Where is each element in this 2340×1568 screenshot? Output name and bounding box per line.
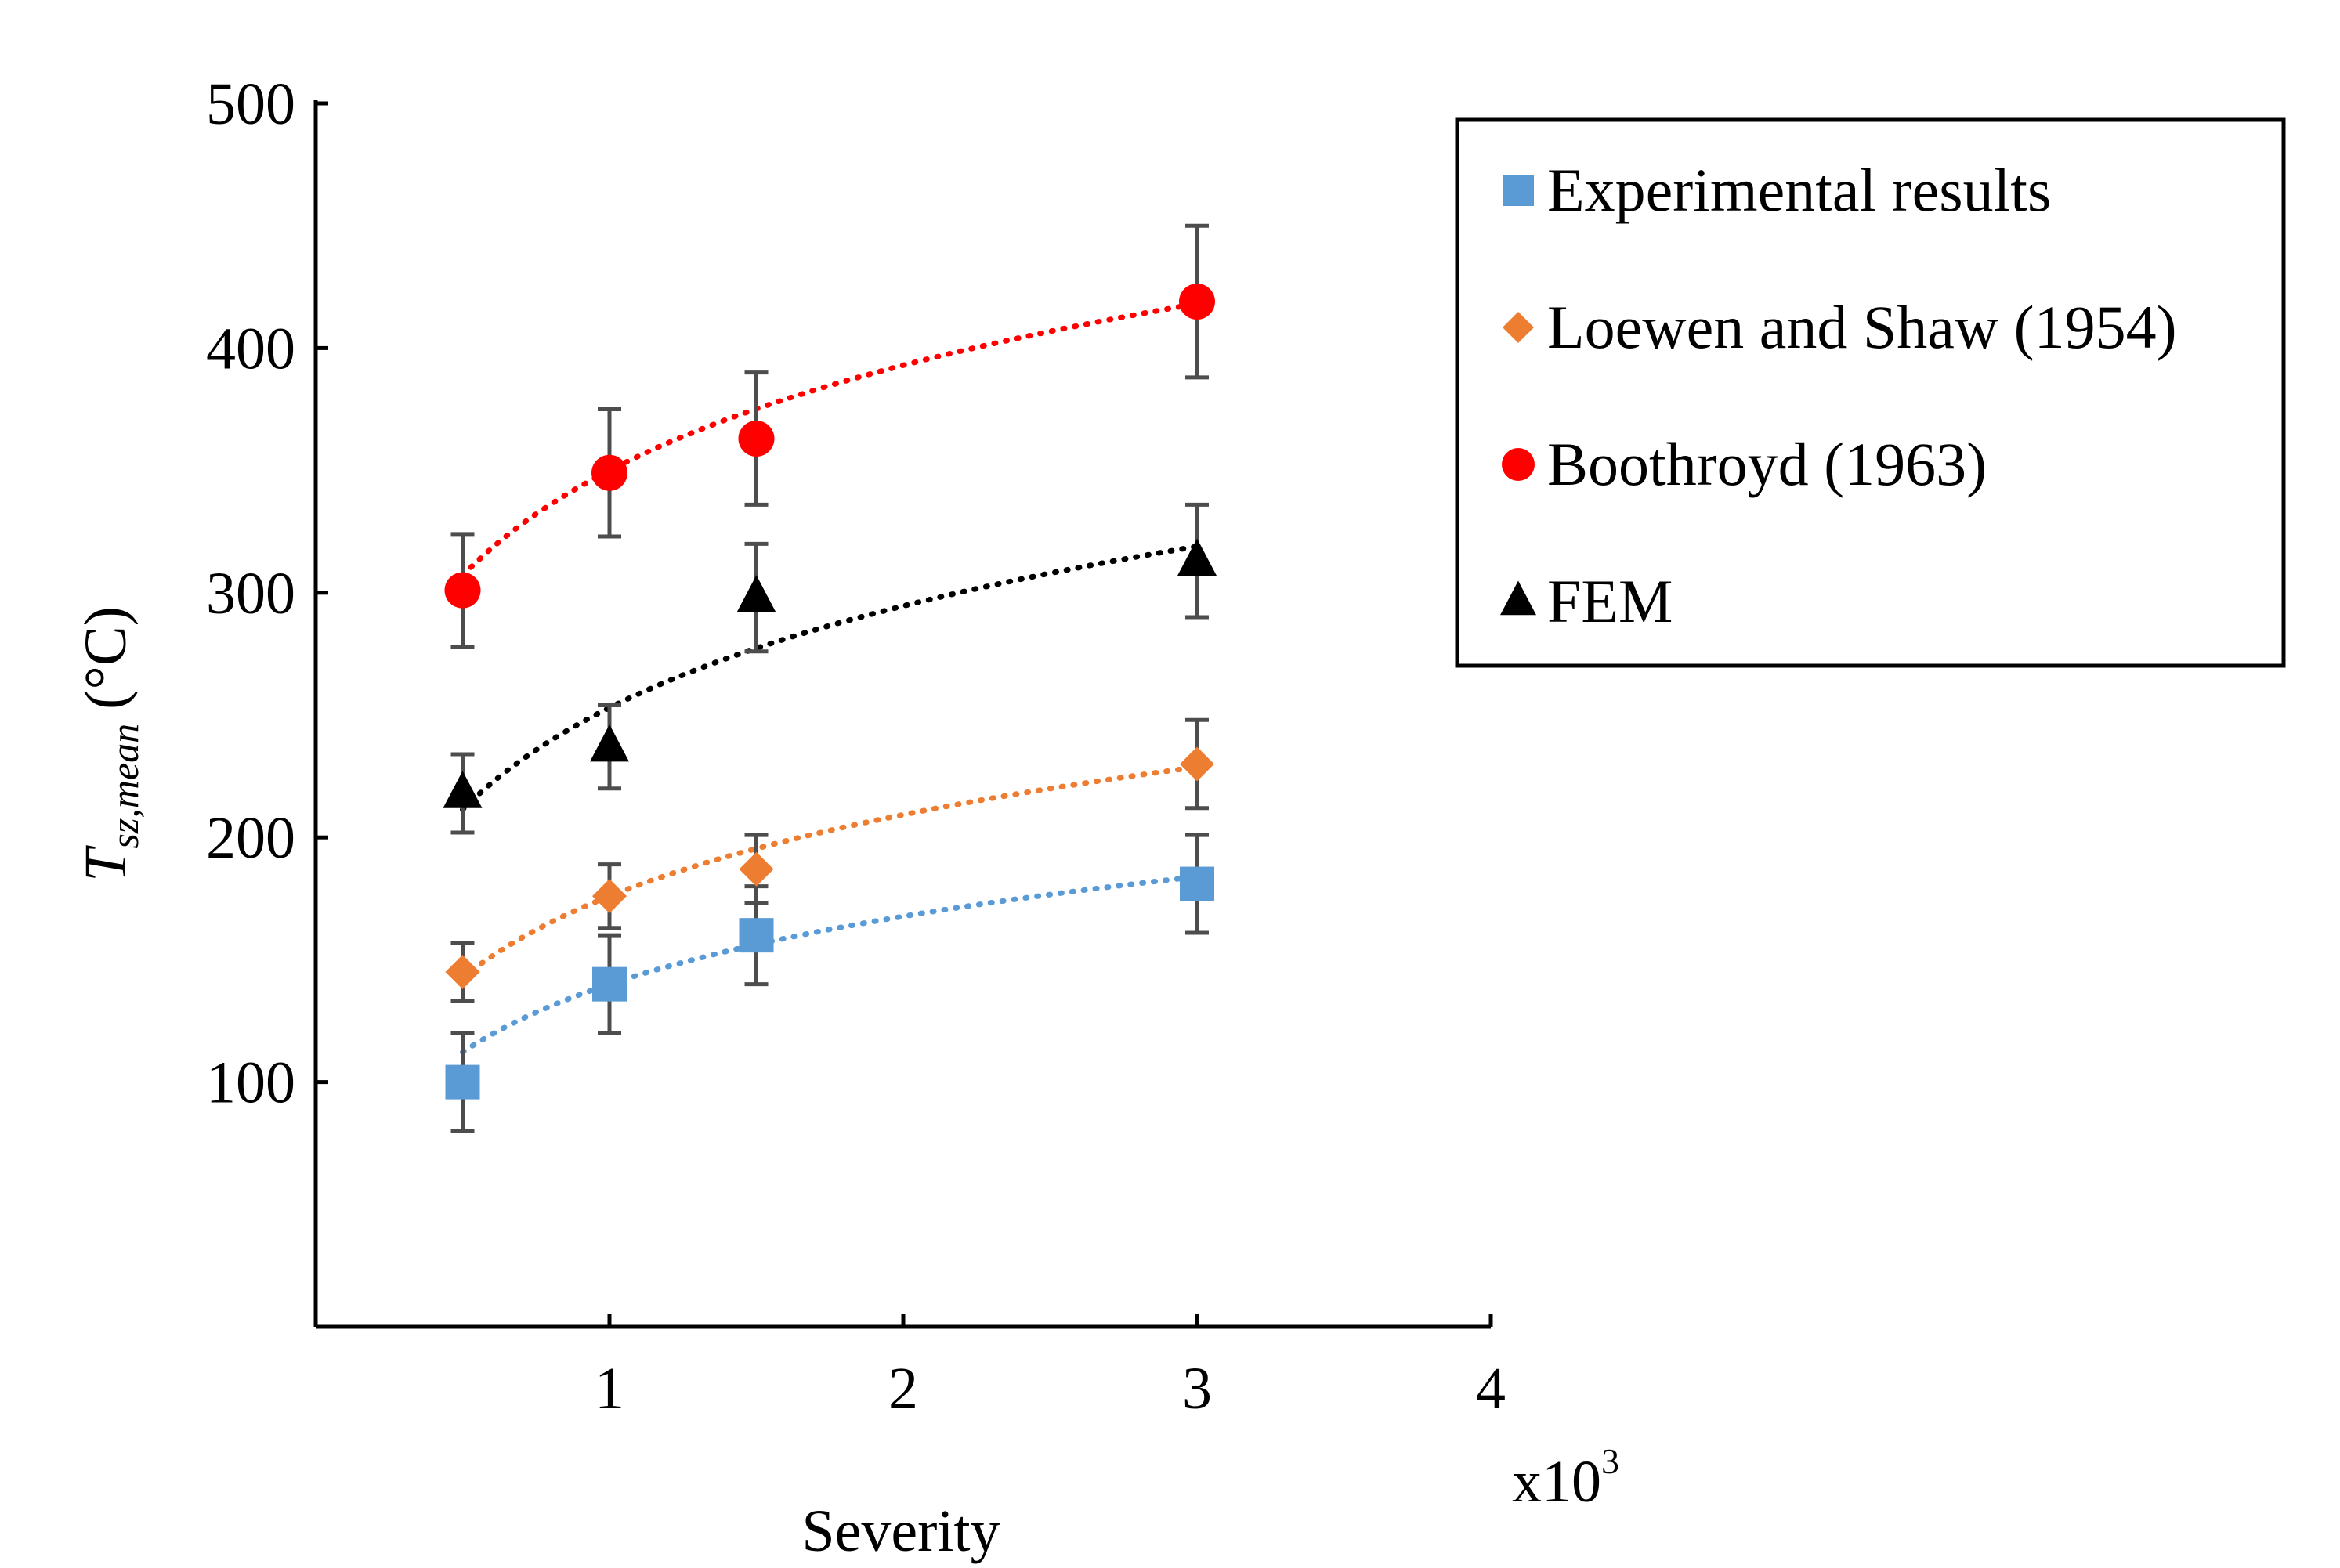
trendlines — [460, 301, 1200, 1055]
point-boothroyd-1963 — [1179, 284, 1215, 320]
data-markers — [443, 284, 1217, 1100]
legend-items: Experimental results Loewen and Shaw (195… — [1500, 156, 2177, 635]
point-loewen-and-shaw-1954 — [739, 851, 774, 887]
axes — [313, 100, 1491, 1329]
legend-box — [1455, 117, 2286, 668]
point-experimental-results — [739, 918, 774, 953]
trendline-fem — [460, 544, 1200, 813]
point-experimental-results — [1180, 866, 1214, 901]
trendline-experimental-results — [460, 873, 1200, 1055]
legend-marker-circle-icon — [1502, 448, 1535, 481]
point-boothroyd-1963 — [738, 420, 775, 457]
point-loewen-and-shaw-1954 — [445, 955, 480, 990]
legend-label: Boothroyd (1963) — [1547, 430, 1987, 498]
x-ticks: 1 2 3 4 — [595, 1314, 1506, 1422]
y-tick-label: 200 — [206, 805, 295, 871]
y-axis-title-subscript: sz,mean — [103, 724, 146, 849]
legend: Experimental results Loewen and Shaw (195… — [1455, 117, 2286, 668]
legend-marker-diamond-icon — [1503, 312, 1534, 343]
point-boothroyd-1963 — [591, 454, 627, 491]
x-axis-multiplier-exponent: 3 — [1601, 1441, 1619, 1481]
point-fem — [1177, 538, 1217, 576]
y-tick-label: 400 — [206, 316, 295, 381]
x-tick-label: 2 — [888, 1356, 918, 1422]
point-fem — [590, 724, 629, 762]
legend-item-fem: FEM — [1500, 567, 1673, 635]
y-axis-title-unit: (°C) — [73, 606, 139, 710]
point-fem — [443, 771, 483, 808]
legend-label: Experimental results — [1547, 156, 2051, 224]
point-loewen-and-shaw-1954 — [592, 879, 627, 914]
y-tick-label: 100 — [206, 1050, 295, 1116]
point-experimental-results — [592, 966, 627, 1002]
x-tick-label: 1 — [595, 1356, 624, 1422]
trendline-loewen-and-shaw-1954 — [460, 764, 1200, 981]
legend-label: FEM — [1547, 567, 1673, 635]
legend-item-loewen-and-shaw-1954: Loewen and Shaw (1954) — [1503, 293, 2177, 361]
legend-item-boothroyd-1963: Boothroyd (1963) — [1502, 430, 1987, 498]
y-ticks: 100 200 300 400 500 — [206, 71, 328, 1116]
y-tick-label: 500 — [206, 71, 295, 137]
legend-marker-square-icon — [1503, 175, 1534, 206]
y-axis-title-main: T — [73, 845, 139, 882]
x-axis-multiplier: x103 — [1512, 1441, 1619, 1515]
x-tick-label: 4 — [1476, 1356, 1506, 1422]
legend-marker-triangle-icon — [1500, 580, 1536, 616]
point-experimental-results — [445, 1064, 480, 1100]
x-axis-multiplier-base: x10 — [1512, 1449, 1601, 1515]
legend-label: Loewen and Shaw (1954) — [1547, 293, 2177, 361]
x-axis-title: Severity — [801, 1498, 1000, 1564]
point-boothroyd-1963 — [444, 572, 481, 609]
x-tick-label: 3 — [1182, 1356, 1212, 1422]
point-loewen-and-shaw-1954 — [1180, 746, 1214, 782]
point-fem — [736, 575, 776, 612]
trendline-boothroyd-1963 — [460, 301, 1200, 579]
y-axis-title: Tsz,mean (°C) — [73, 606, 146, 882]
error-bars — [450, 223, 1209, 1133]
legend-item-experimental-results: Experimental results — [1503, 156, 2051, 224]
y-tick-label: 300 — [206, 561, 295, 627]
